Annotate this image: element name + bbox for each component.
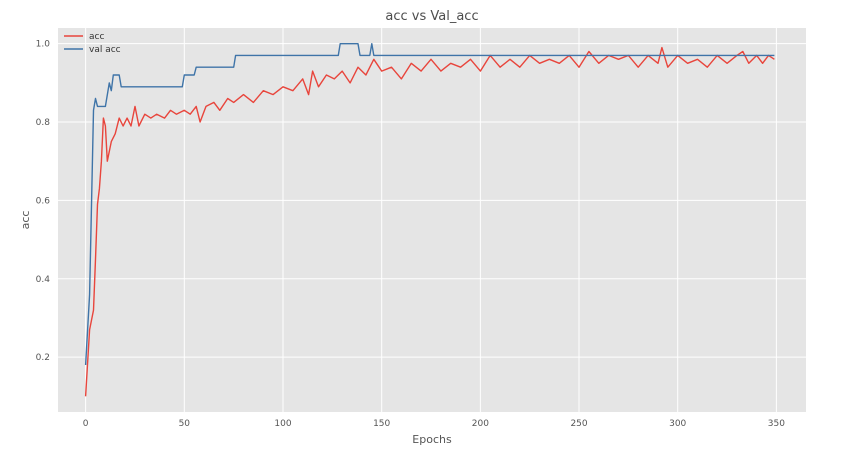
x-tick-label: 350	[768, 419, 785, 429]
y-tick-label: 1.0	[36, 40, 51, 50]
x-tick-label: 150	[373, 419, 390, 429]
y-axis-label: acc	[19, 211, 32, 230]
x-tick-label: 300	[669, 419, 686, 429]
y-tick-label: 0.2	[36, 353, 50, 363]
legend: acc val acc	[64, 32, 121, 55]
y-tick-label: 0.8	[36, 118, 51, 128]
x-axis-label: Epochs	[412, 433, 452, 446]
series-line-acc	[84, 46, 775, 397]
series-line-val-acc	[84, 43, 775, 366]
tick-labels: 0 50 100 150 200 250 300 350 0.2 0.4 0.6 0.8 1.0	[36, 40, 786, 429]
plot-background	[58, 28, 806, 412]
y-tick-label: 0.4	[36, 275, 51, 285]
chart-title: acc vs Val_acc	[385, 9, 478, 24]
x-tick-label: 100	[274, 419, 291, 429]
grid	[58, 28, 806, 412]
legend-label: val acc	[89, 45, 121, 55]
series-layer	[84, 43, 775, 397]
x-tick-label: 200	[472, 419, 489, 429]
x-tick-label: 0	[83, 419, 89, 429]
x-tick-label: 50	[179, 419, 191, 429]
x-tick-label: 250	[570, 419, 587, 429]
legend-label: acc	[89, 32, 104, 42]
y-tick-label: 0.6	[36, 196, 51, 206]
